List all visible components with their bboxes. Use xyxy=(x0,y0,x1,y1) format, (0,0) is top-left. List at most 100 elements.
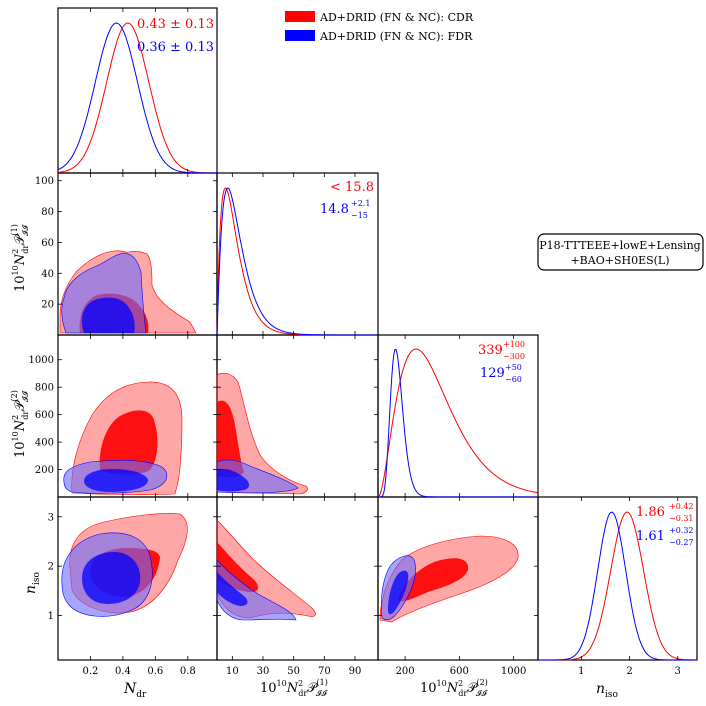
panel-frame-r0-c0 xyxy=(57,7,218,174)
xtick-label-c0: 0.4 xyxy=(115,666,131,677)
legend-label-fdr: AD+DRID (FN & NC): FDR xyxy=(319,30,473,43)
stat-p1-fdr-up: +2.1 xyxy=(351,199,370,208)
contour-p2-p1-fdr-inner xyxy=(217,468,250,492)
ytick-label-r3: 1 xyxy=(48,611,54,622)
stat-p2-fdr-up: +50 xyxy=(505,363,522,372)
contour-niso-p2-cdr-inner xyxy=(398,558,469,602)
stat-niso-fdr: 1.61 +0.32 −0.27 xyxy=(636,526,694,547)
marginal-3-fdr xyxy=(538,511,697,661)
xtick-label-c3: 3 xyxy=(675,666,681,677)
marginal-0-fdr xyxy=(57,22,217,174)
xtick-label-c2: 200 xyxy=(396,666,415,677)
marginal-curves xyxy=(57,22,697,661)
ytick-label-r1: 80 xyxy=(41,207,54,218)
stat-p1-fdr-dn: −15 xyxy=(351,211,368,220)
xtick-label-c3: 1 xyxy=(578,666,584,677)
xtick-label-c0: 0.6 xyxy=(147,666,163,677)
contour-p2-p1 xyxy=(216,372,308,495)
xlabel-p2: 1010N2 dr𝒫(2) 𝓘𝓘 xyxy=(420,678,488,698)
dataset-line-2: +BAO+SH0ES(L) xyxy=(570,254,669,267)
dataset-line-1: P18-TTTEEE+lowE+Lensing xyxy=(539,239,700,252)
dataset-box: P18-TTTEEE+lowE+Lensing +BAO+SH0ES(L) xyxy=(537,233,704,271)
dataset-box-frame xyxy=(537,233,704,271)
xtick-label-c1: 10 xyxy=(226,666,239,677)
stat-ndr-cdr: 0.43 ± 0.13 xyxy=(137,17,214,32)
contour-layer xyxy=(59,250,519,623)
tick-layer: 0.2 0.4 0.6 0.8 10 30 50 70 90 200 600 1000 1 2 3 20 40 6… xyxy=(29,8,681,677)
ylabel-niso: niso xyxy=(23,572,42,594)
contour-p1-ndr xyxy=(59,250,197,334)
ytick-label-r3: 2 xyxy=(48,562,54,573)
contour-p2-ndr-fdr-inner xyxy=(84,469,148,492)
legend: AD+DRID (FN & NC): CDR AD+DRID (FN & NC)… xyxy=(285,11,474,43)
stat-p1-fdr: 14.8 +2.1 −15 xyxy=(320,199,370,220)
contour-p1-ndr-fdr-inner xyxy=(81,297,135,333)
stat-p2-cdr-up: +100 xyxy=(503,340,525,349)
stat-niso-fdr-dn: −0.27 xyxy=(669,538,694,547)
xlabel-ndr: Ndr xyxy=(123,681,147,700)
contour-niso-ndr-fdr-inner xyxy=(82,552,141,604)
stats: 0.43 ± 0.13 0.36 ± 0.13 < 15.8 14.8 +2.1… xyxy=(137,17,694,547)
xtick-label-c1: 30 xyxy=(257,666,270,677)
stat-niso-cdr-up: +0.42 xyxy=(669,502,694,511)
xlabel-niso: niso xyxy=(596,681,618,700)
xlabel-p1: 1010N2 dr𝒫(1) 𝓘𝓘 xyxy=(260,678,328,698)
contour-niso-ndr xyxy=(61,513,188,617)
legend-label-cdr: AD+DRID (FN & NC): CDR xyxy=(319,11,474,24)
svg-text:1010N2dr𝒫(1)𝓘𝓘: 1010N2 dr𝒫(1) 𝓘𝓘 xyxy=(260,678,328,698)
ytick-label-r2: 800 xyxy=(35,383,54,394)
xtick-label-c0: 0.2 xyxy=(82,666,98,677)
stat-niso-cdr-base: 1.86 xyxy=(636,505,665,520)
contour-niso-p2 xyxy=(379,535,519,623)
stat-niso-fdr-up: +0.32 xyxy=(669,526,694,535)
legend-swatch-fdr xyxy=(285,30,315,41)
stat-niso-fdr-base: 1.61 xyxy=(636,529,665,544)
panel-frame-r3-c3 xyxy=(537,496,698,661)
xtick-label-c2: 1000 xyxy=(501,666,526,677)
legend-swatch-cdr xyxy=(285,11,315,22)
ytick-label-r1: 20 xyxy=(41,300,54,311)
contour-p2-p1-cdr-inner xyxy=(217,400,244,478)
ytick-label-r1: 40 xyxy=(41,269,54,280)
xtick-label-c1: 50 xyxy=(287,666,300,677)
x-axis-labels: Ndr 1010N2 dr𝒫(1) 𝓘𝓘 1010N2 dr𝒫(2) 𝓘𝓘 niso xyxy=(123,678,618,700)
xtick-label-c0: 0.8 xyxy=(180,666,196,677)
marginal-2-fdr xyxy=(378,349,538,498)
ylabel-p1: 1010N2dr𝒫(1) 𝓘𝓘 xyxy=(10,224,30,292)
stat-p2-fdr-dn: −60 xyxy=(505,375,522,384)
y-axis-labels: 1010N2dr𝒫(1) 𝓘𝓘 1010N2dr𝒫(2) 𝓘𝓘 niso xyxy=(10,224,42,594)
contour-niso-p1-fdr-inner xyxy=(217,572,248,606)
stat-p1-cdr: < 15.8 xyxy=(330,180,374,195)
contour-niso-p1 xyxy=(216,519,316,621)
contour-p2-ndr-cdr-inner xyxy=(99,410,158,475)
stat-niso-cdr: 1.86 +0.42 −0.31 xyxy=(636,502,694,523)
stat-niso-cdr-dn: −0.31 xyxy=(669,514,694,523)
ytick-label-r2: 1000 xyxy=(29,355,54,366)
xtick-label-c3: 2 xyxy=(626,666,632,677)
stat-p2-cdr-base: 339 xyxy=(478,343,503,358)
stat-ndr-fdr: 0.36 ± 0.13 xyxy=(137,40,214,55)
stat-p2-fdr: 129 +50 −60 xyxy=(480,363,522,384)
marginal-2-cdr xyxy=(377,348,539,498)
xtick-label-c1: 70 xyxy=(318,666,331,677)
ylabel-p2: 1010N2dr𝒫(2) 𝓘𝓘 xyxy=(10,390,30,458)
stat-p1-fdr-base: 14.8 xyxy=(320,202,349,217)
svg-text:1010N2dr𝒫(2)𝓘𝓘: 1010N2 dr𝒫(2) 𝓘𝓘 xyxy=(420,678,488,698)
stat-p2-fdr-base: 129 xyxy=(480,366,505,381)
stat-p2-cdr-dn: −300 xyxy=(503,352,525,361)
ytick-label-r3: 3 xyxy=(48,512,54,523)
ytick-label-r1: 100 xyxy=(35,176,54,187)
ytick-label-r2: 400 xyxy=(35,438,54,449)
xtick-label-c2: 600 xyxy=(450,666,469,677)
marginal-0-cdr xyxy=(57,22,217,174)
ytick-label-r1: 60 xyxy=(41,238,54,249)
marginal-1-fdr xyxy=(216,187,378,336)
ytick-label-r2: 600 xyxy=(35,410,54,421)
contour-p2-ndr xyxy=(63,381,183,495)
contour-niso-p2-fdr-inner xyxy=(388,570,409,615)
xtick-label-c1: 90 xyxy=(349,666,362,677)
panel-frame-r1-c1 xyxy=(216,172,379,336)
stat-p2-cdr: 339 +100 −300 xyxy=(478,340,525,361)
ytick-label-r2: 200 xyxy=(35,465,54,476)
